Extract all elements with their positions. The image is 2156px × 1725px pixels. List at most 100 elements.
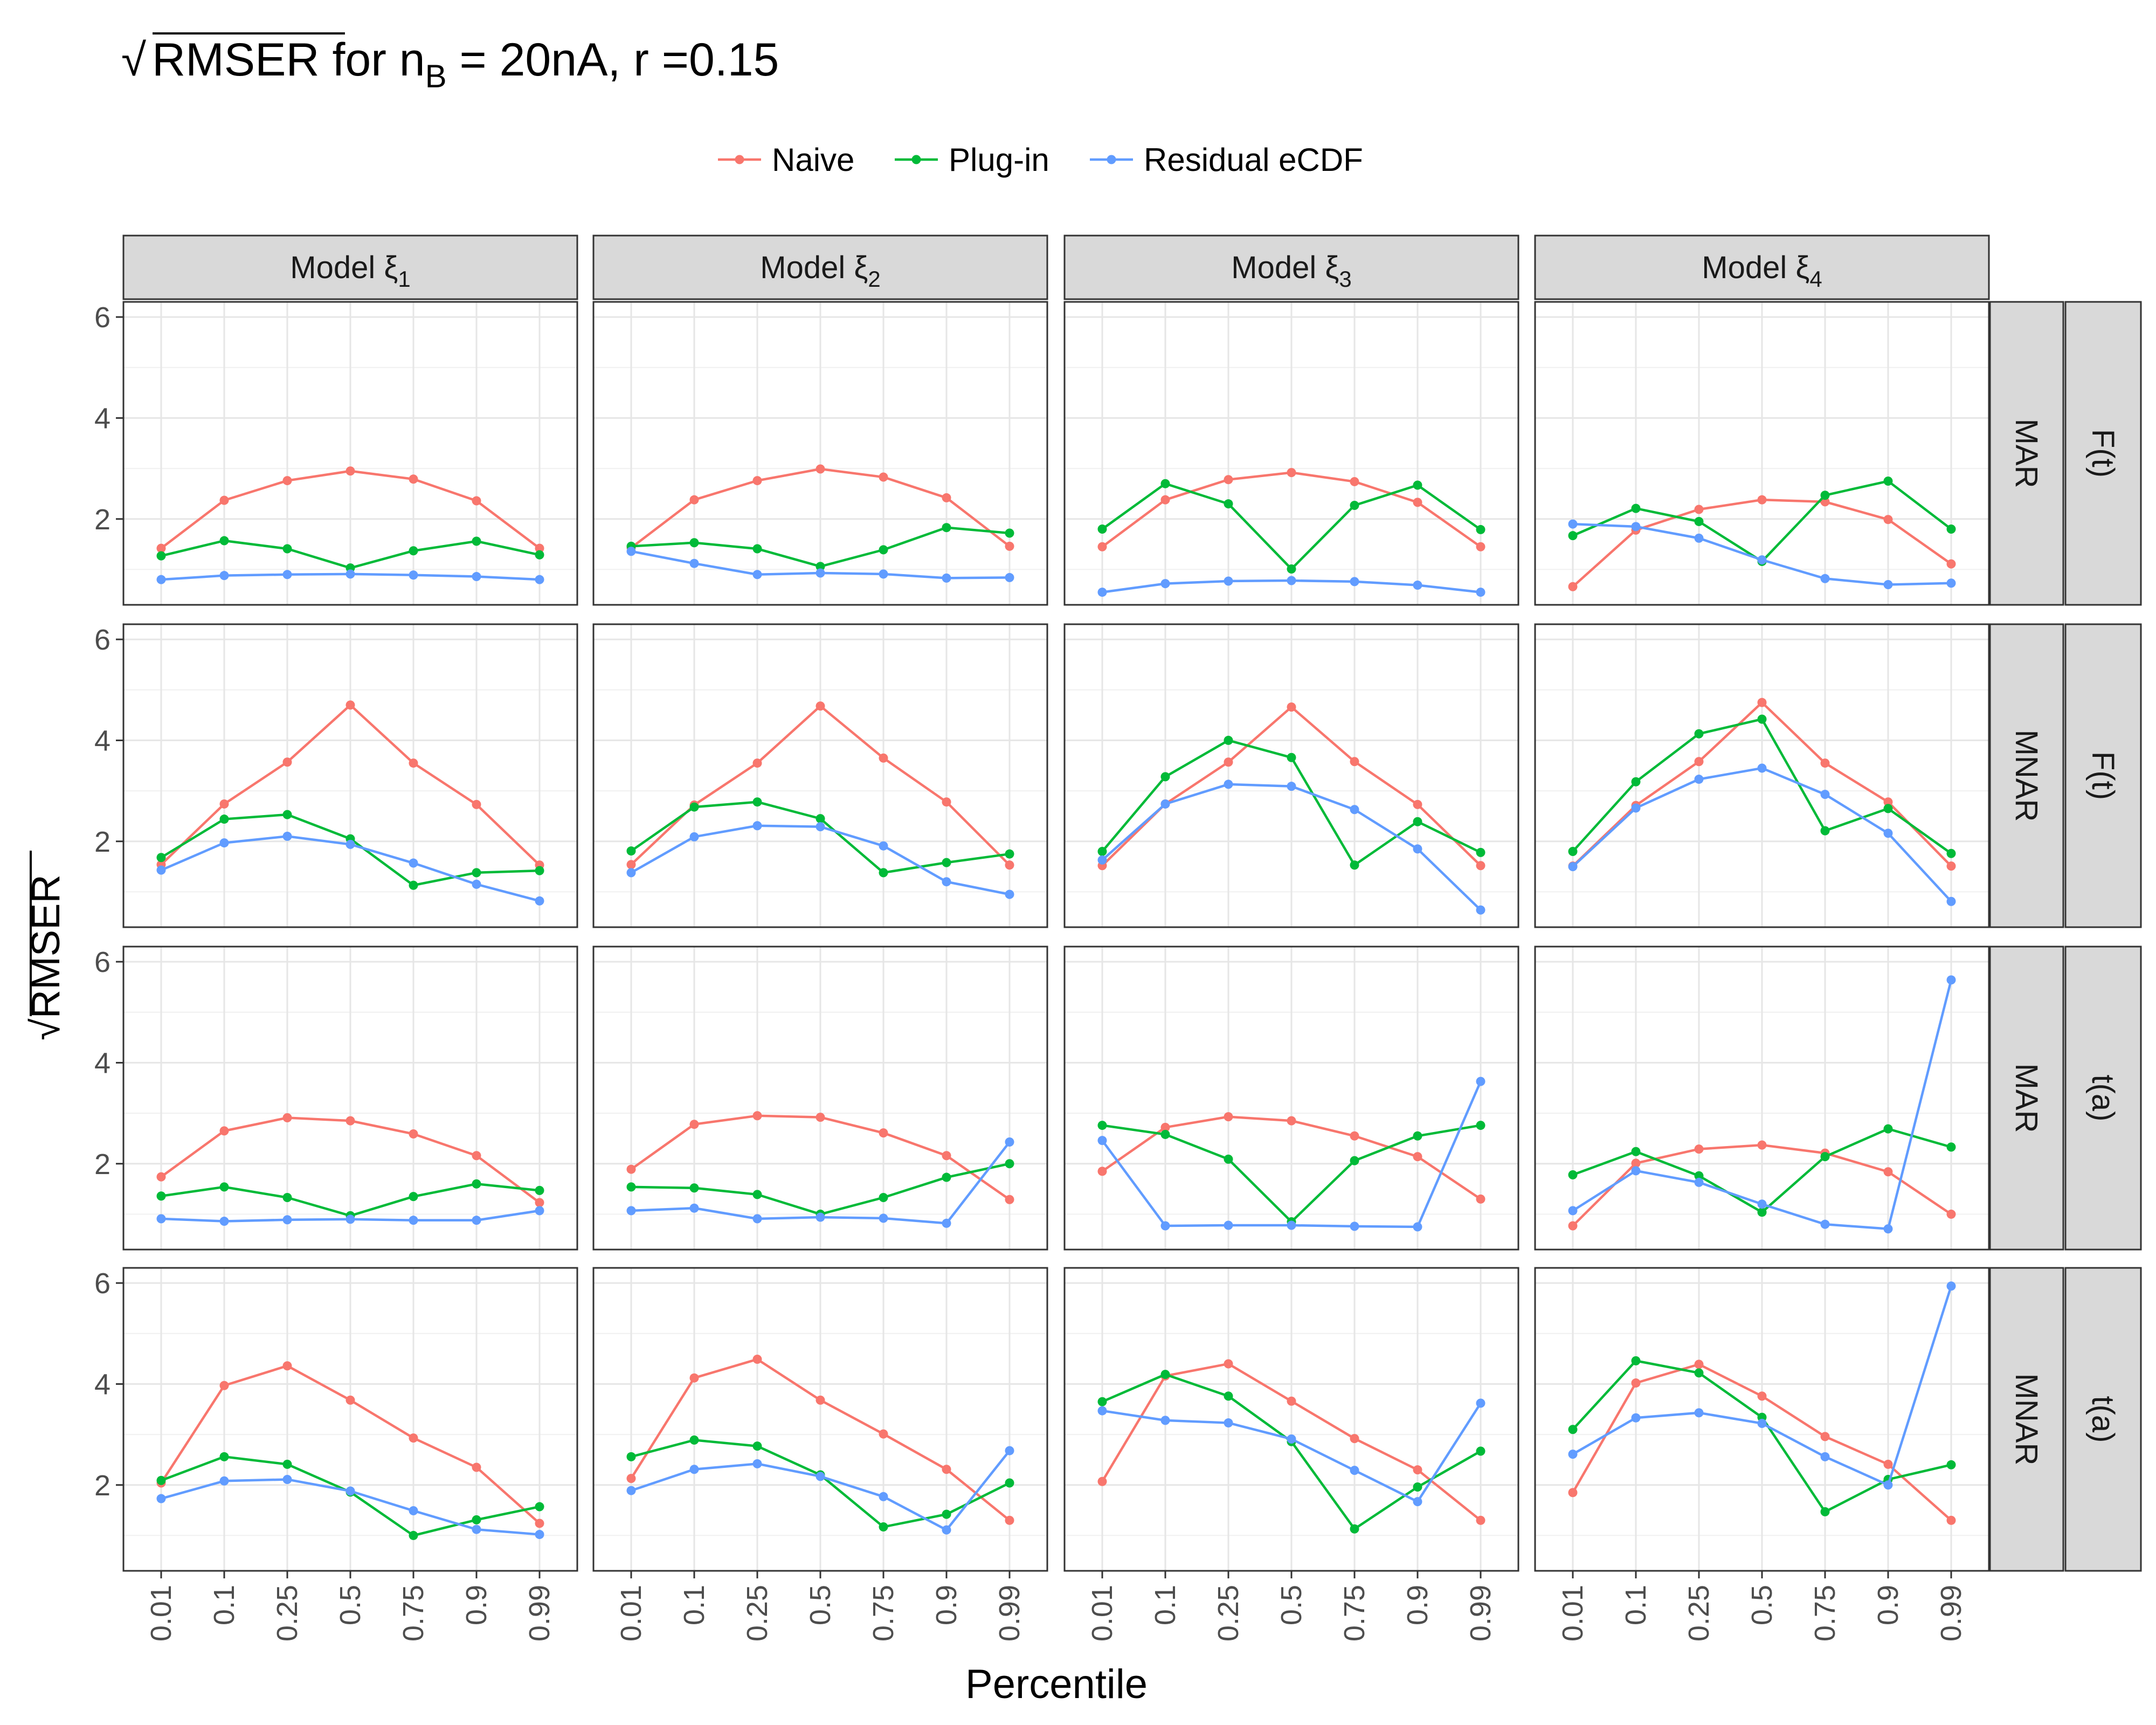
data-point — [345, 839, 355, 849]
data-point — [156, 1475, 166, 1485]
data-point — [1631, 1166, 1641, 1176]
row-strip-outer-label: t(a) — [2085, 1075, 2120, 1122]
data-point — [1160, 1129, 1170, 1139]
data-point — [1883, 477, 1893, 486]
series-plug-in — [1097, 735, 1485, 870]
data-point — [1476, 525, 1485, 534]
series-naive — [1097, 1112, 1485, 1204]
data-point — [409, 880, 418, 890]
data-point — [626, 1164, 636, 1174]
col-strip-label: Model ξ3 — [1231, 250, 1351, 292]
data-point — [942, 573, 951, 583]
data-point — [409, 570, 418, 580]
col-strip-1: Model ξ1 — [122, 234, 578, 300]
data-point — [1883, 797, 1893, 807]
title-for-text: for n — [320, 34, 425, 86]
data-point — [1631, 1413, 1641, 1423]
series-residual-ecdf — [1097, 1398, 1485, 1507]
data-point — [942, 1509, 951, 1519]
data-point — [1694, 1171, 1704, 1181]
series-residual-ecdf — [626, 1446, 1014, 1535]
legend-key-point — [1107, 155, 1116, 164]
x-tick-label: 0.99 — [1935, 1585, 1967, 1641]
data-point — [1631, 1158, 1641, 1168]
data-point — [1005, 889, 1014, 899]
data-point — [1287, 702, 1296, 712]
data-point — [626, 1486, 636, 1495]
data-point — [156, 543, 166, 553]
data-point — [535, 575, 544, 584]
series-residual-ecdf — [1568, 519, 1956, 590]
data-point — [689, 1120, 699, 1129]
data-point — [219, 838, 229, 848]
data-point — [219, 1476, 229, 1486]
data-point — [1883, 829, 1893, 838]
data-point — [942, 858, 951, 867]
data-point — [816, 562, 825, 571]
svg-text:RMSER for nB = 20nA, r =0.15: RMSER for nB = 20nA, r =0.15 — [152, 34, 779, 94]
row-strip-inner-label: MNAR — [2009, 1374, 2044, 1466]
panel-r2-c3 — [1063, 623, 1519, 928]
data-point — [1005, 528, 1014, 538]
data-point — [752, 1441, 762, 1451]
data-point — [1097, 1397, 1107, 1406]
data-point — [1946, 525, 1956, 534]
data-point — [1287, 753, 1296, 762]
data-point — [1757, 714, 1767, 724]
data-point — [409, 474, 418, 484]
data-point — [1820, 758, 1830, 768]
data-point — [1005, 572, 1014, 582]
data-point — [1568, 582, 1578, 591]
data-point — [1350, 1131, 1359, 1141]
data-point — [752, 1190, 762, 1199]
panel-r1-c3 — [1063, 301, 1519, 606]
data-point — [472, 1151, 481, 1161]
legend-item-residual-ecdf: Residual eCDF — [1090, 142, 1363, 178]
panel-r4-c3: 0.01 0.1 0.25 0.5 0.75 0.9 0.99 — [1063, 1267, 1519, 1641]
panel-r3-c1: 2 4 6 — [94, 946, 578, 1251]
data-point — [282, 476, 292, 486]
data-point — [879, 1492, 888, 1501]
data-point — [472, 1216, 481, 1225]
data-point — [879, 545, 888, 555]
data-point — [535, 1519, 544, 1528]
data-point — [752, 544, 762, 554]
data-point — [1883, 1459, 1893, 1469]
data-point — [1350, 1156, 1359, 1165]
data-point — [689, 558, 699, 568]
panel-border — [1534, 301, 1990, 606]
data-point — [1883, 804, 1893, 813]
data-point — [879, 868, 888, 878]
data-point — [1005, 1515, 1014, 1525]
data-point — [626, 547, 636, 556]
series-residual-ecdf — [1568, 1281, 1956, 1490]
panel-border — [1534, 623, 1990, 928]
panel-border — [592, 623, 1048, 928]
row-strip-outer-label: F(t) — [2085, 751, 2120, 800]
data-point — [1820, 497, 1830, 507]
data-point — [1631, 503, 1641, 513]
x-tick-label: 0.1 — [678, 1585, 710, 1625]
data-point — [1476, 905, 1485, 915]
data-point — [1160, 495, 1170, 505]
x-tick-label: 0.99 — [1464, 1585, 1497, 1641]
data-point — [345, 1486, 355, 1496]
data-point — [282, 831, 292, 841]
series-naive — [1568, 1360, 1956, 1525]
data-point — [942, 797, 951, 807]
series-plug-in — [626, 797, 1014, 878]
series-plug-in — [626, 523, 1014, 571]
data-point — [689, 495, 699, 505]
data-point — [1631, 1147, 1641, 1156]
data-point — [282, 1474, 292, 1484]
x-tick-label: 0.75 — [1809, 1585, 1841, 1641]
data-point — [472, 1462, 481, 1472]
data-point — [1694, 775, 1704, 784]
data-point — [156, 551, 166, 561]
data-point — [1631, 1378, 1641, 1388]
data-point — [219, 1182, 229, 1192]
data-point — [282, 1215, 292, 1225]
data-point — [1413, 844, 1422, 854]
x-tick-label: 0.9 — [460, 1585, 493, 1625]
panel-border — [122, 623, 578, 928]
